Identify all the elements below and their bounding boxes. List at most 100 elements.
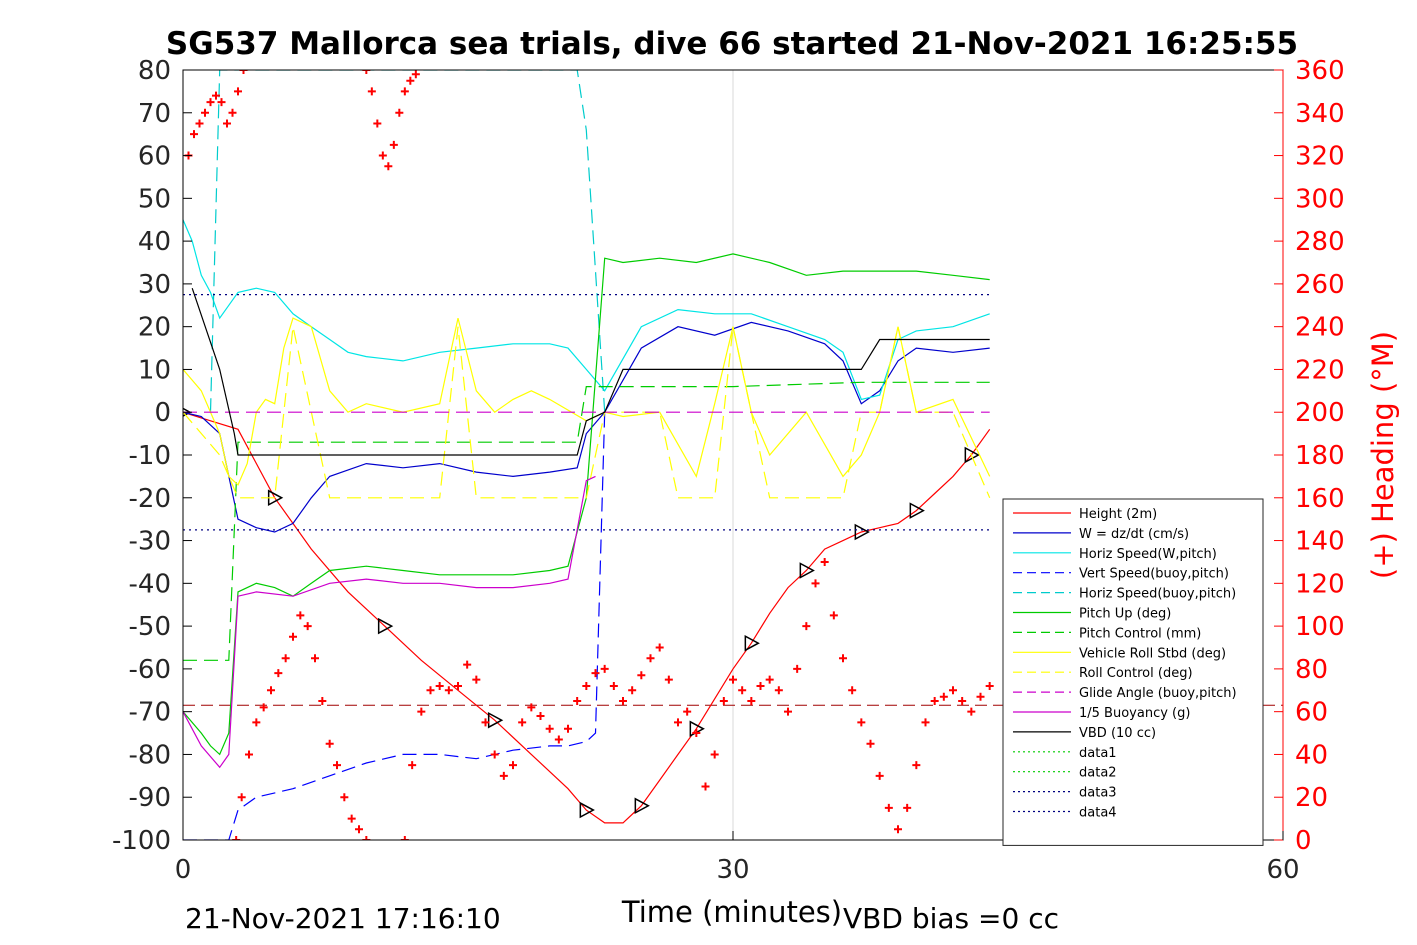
heading-point — [564, 724, 572, 733]
heading-point — [408, 761, 417, 770]
heading-point — [340, 793, 349, 802]
height-marker — [744, 634, 760, 652]
heading-point — [333, 761, 341, 770]
left-tick-label: 20 — [138, 313, 171, 343]
legend-entry: data4 — [1079, 806, 1117, 821]
legend-entry: Vert Speed(buoy,pitch) — [1079, 567, 1229, 582]
legend-entry: W = dz/dt (cm/s) — [1079, 527, 1189, 542]
legend-entry: data1 — [1079, 746, 1117, 761]
series-line-pitch-control-mm- — [183, 381, 990, 661]
right-tick-label: 180 — [1295, 441, 1345, 471]
heading-point — [499, 771, 508, 780]
series-line-vbd-10-cc- — [191, 288, 990, 456]
right-tick-label: 20 — [1295, 783, 1328, 813]
heading-point — [857, 718, 866, 727]
height-marker — [487, 711, 504, 729]
heading-point — [201, 108, 209, 117]
heading-point — [454, 682, 462, 690]
heading-point — [355, 825, 363, 834]
heading-point — [527, 703, 536, 712]
series-line-vehicle-roll-stbd-deg- — [183, 317, 991, 486]
series-line-1-5-buoyancy-g- — [183, 475, 596, 769]
heading-point — [444, 686, 453, 695]
left-axis-ticks: 80 70 60 50 40 30 20 10 0 -10 -20 -30 -40 -50 -60 -70 -8… — [112, 56, 192, 856]
heading-point — [719, 696, 728, 705]
right-axis-label: (+) Heading (°M) — [1366, 331, 1400, 579]
heading-point — [756, 682, 765, 690]
height-marker — [579, 801, 595, 819]
right-tick-label: 220 — [1295, 355, 1345, 385]
left-tick-label: -90 — [129, 783, 171, 813]
heading-point — [367, 87, 376, 96]
series-line-height-2m- — [183, 411, 991, 824]
left-tick-label: 60 — [138, 142, 171, 172]
heading-point — [848, 686, 857, 695]
right-tick-label: 200 — [1295, 398, 1345, 428]
heading-point — [400, 836, 409, 840]
heading-point — [674, 718, 682, 727]
heading-point — [619, 696, 627, 705]
right-tick-label: 340 — [1295, 99, 1345, 129]
heading-point — [774, 686, 783, 695]
right-tick-label: 40 — [1295, 740, 1328, 770]
series-line-horiz-speed-w-pitch- — [183, 219, 990, 401]
heading-point — [701, 782, 710, 791]
chart-title: SG537 Mallorca sea trials, dive 66 start… — [166, 26, 1298, 62]
heading-point — [793, 664, 802, 673]
heading-point — [325, 739, 334, 748]
left-tick-label: -20 — [129, 484, 171, 514]
left-tick-label: 80 — [138, 56, 171, 86]
footer-vbd-bias: VBD bias =0 cc — [843, 902, 1059, 935]
heading-point — [976, 692, 985, 701]
height-marker — [799, 562, 815, 579]
heading-point — [820, 557, 829, 566]
heading-point — [637, 671, 646, 680]
heading-point — [554, 735, 563, 744]
heading-point — [411, 70, 420, 79]
right-tick-label: 0 — [1295, 826, 1312, 856]
left-tick-label: -100 — [112, 826, 171, 856]
heading-point — [646, 654, 655, 663]
heading-point — [536, 711, 545, 720]
x-axis-ticks: 0 30 60 — [175, 831, 1300, 885]
heading-point — [435, 682, 444, 690]
heading-point — [765, 675, 774, 684]
legend-entry: VBD (10 cc) — [1079, 726, 1156, 741]
heading-point — [223, 119, 231, 128]
heading-point — [930, 696, 939, 705]
heading-point — [839, 654, 847, 663]
heading-point — [463, 660, 472, 669]
heading-point — [378, 151, 387, 160]
legend-entry: 1/5 Buoyancy (g) — [1079, 706, 1190, 721]
heading-point — [490, 750, 499, 759]
heading-point — [406, 76, 415, 85]
heading-point — [318, 696, 327, 705]
footer-timestamp: 21-Nov-2021 17:16:10 — [185, 902, 501, 935]
heading-point — [195, 119, 204, 128]
heading-point — [206, 98, 215, 107]
heading-point — [239, 70, 248, 74]
right-tick-label: 80 — [1295, 655, 1328, 685]
right-tick-label: 140 — [1295, 527, 1345, 557]
legend-entry: Horiz Speed(W,pitch) — [1079, 547, 1217, 562]
height-marker — [634, 797, 650, 815]
heading-point — [692, 729, 701, 738]
heading-point — [829, 611, 838, 620]
left-tick-label: -50 — [129, 612, 171, 642]
heading-point — [384, 162, 393, 171]
left-tick-label: 70 — [138, 99, 171, 129]
heading-point — [362, 836, 371, 840]
left-tick-label: 0 — [154, 398, 171, 428]
heading-point — [228, 108, 237, 117]
heading-point — [582, 682, 591, 690]
heading-point — [389, 140, 398, 149]
heading-point — [903, 803, 912, 812]
left-tick-label: -60 — [129, 655, 171, 685]
left-tick-label: -70 — [129, 698, 171, 728]
heading-point — [729, 675, 737, 684]
legend-entry: Height (2m) — [1079, 507, 1157, 522]
heading-point — [591, 669, 600, 678]
right-tick-label: 300 — [1295, 184, 1345, 214]
left-tick-label: -30 — [129, 527, 171, 557]
left-tick-label: -40 — [129, 569, 171, 599]
